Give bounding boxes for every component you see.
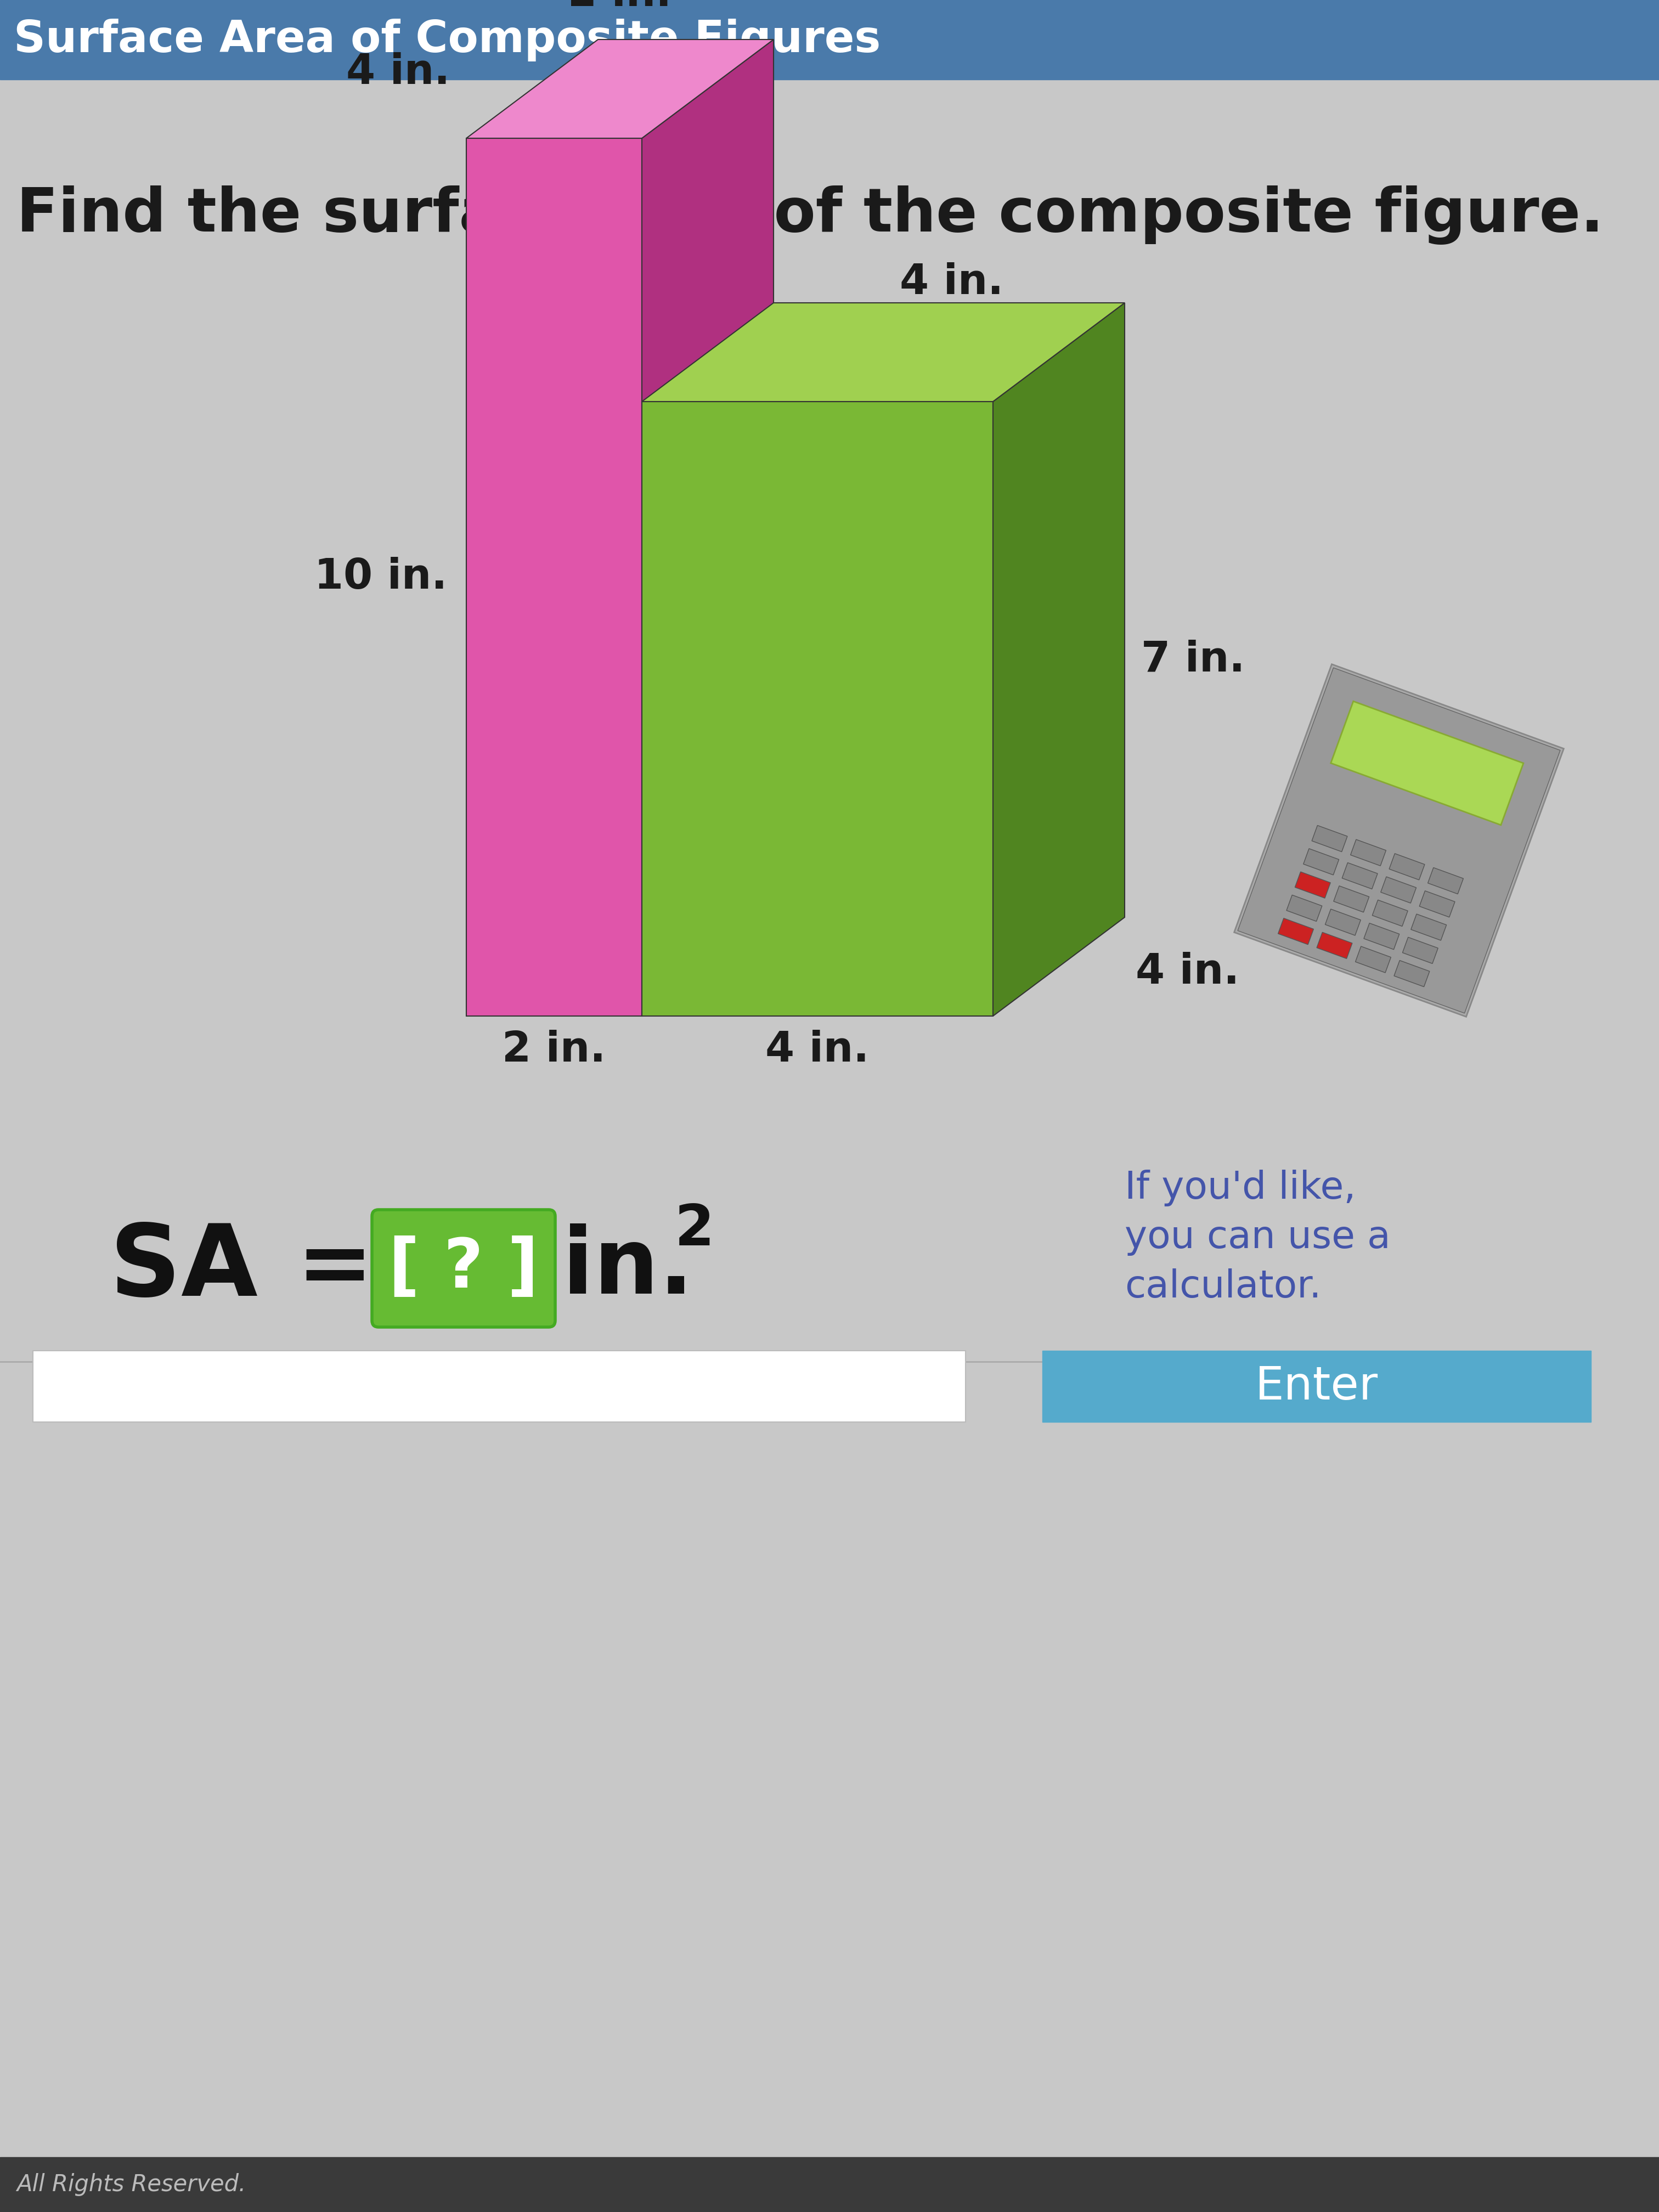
Text: calculator.: calculator. (1125, 1267, 1321, 1305)
Polygon shape (1355, 947, 1390, 973)
Text: [ ? ]: [ ? ] (388, 1234, 539, 1301)
Text: 2 in.: 2 in. (503, 1031, 606, 1071)
Polygon shape (1394, 960, 1430, 987)
Bar (0, 0, 1659, 80)
Text: If you'd like,: If you'd like, (1125, 1170, 1355, 1206)
Polygon shape (1372, 900, 1408, 927)
Text: 4 in.: 4 in. (899, 263, 1004, 303)
Polygon shape (1296, 872, 1331, 898)
Polygon shape (642, 403, 994, 1015)
Polygon shape (1238, 668, 1559, 1013)
Polygon shape (1277, 918, 1314, 945)
Polygon shape (1317, 931, 1352, 958)
Polygon shape (1380, 876, 1417, 902)
Polygon shape (642, 303, 1125, 403)
Bar (33, 1352, 966, 1422)
Polygon shape (1312, 825, 1347, 852)
Polygon shape (1304, 849, 1339, 876)
Text: you can use a: you can use a (1125, 1219, 1390, 1256)
Polygon shape (466, 137, 642, 1015)
Text: in.: in. (562, 1223, 693, 1314)
Text: Enter: Enter (1256, 1365, 1379, 1409)
Polygon shape (466, 40, 773, 137)
Text: 4 in.: 4 in. (1136, 951, 1239, 993)
Polygon shape (1410, 914, 1447, 940)
Text: 7 in.: 7 in. (1141, 639, 1244, 679)
Text: 2: 2 (675, 1203, 715, 1259)
Polygon shape (1342, 863, 1377, 889)
Text: 4 in.: 4 in. (765, 1031, 869, 1071)
Polygon shape (1402, 938, 1438, 964)
Polygon shape (642, 40, 773, 1015)
Bar (1042, 1352, 1591, 1422)
Polygon shape (1326, 909, 1360, 936)
Polygon shape (1350, 841, 1385, 865)
Bar (0, 2157, 1659, 2212)
Text: 10 in.: 10 in. (314, 557, 448, 597)
Text: 4 in.: 4 in. (347, 53, 450, 93)
Text: Find the surface area of the composite figure.: Find the surface area of the composite f… (17, 186, 1604, 246)
FancyBboxPatch shape (372, 1210, 556, 1327)
Text: 2 in.: 2 in. (567, 0, 672, 15)
Text: =: = (297, 1223, 373, 1314)
Polygon shape (994, 303, 1125, 1015)
Polygon shape (1389, 854, 1425, 880)
Polygon shape (1331, 701, 1523, 825)
Polygon shape (1420, 891, 1455, 918)
Text: Surface Area of Composite Figures: Surface Area of Composite Figures (13, 18, 881, 62)
Polygon shape (1286, 896, 1322, 922)
Polygon shape (1234, 664, 1564, 1018)
Polygon shape (1428, 867, 1463, 894)
Text: SA: SA (109, 1221, 257, 1316)
Polygon shape (1364, 922, 1399, 949)
Polygon shape (1334, 885, 1369, 911)
Text: All Rights Reserved.: All Rights Reserved. (17, 2172, 246, 2197)
